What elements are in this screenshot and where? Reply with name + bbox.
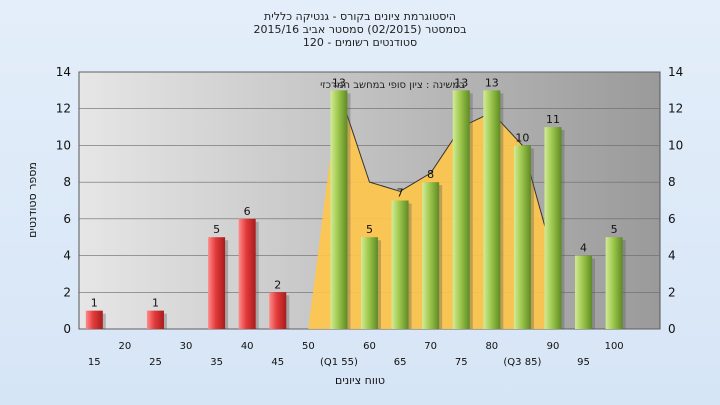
x-tick-label-upper: 30	[180, 341, 193, 352]
bar-value-label: 6	[244, 205, 251, 218]
bar	[269, 292, 287, 329]
y-tick-label-left: 4	[63, 249, 71, 263]
x-tick-label-lower: (Q1 55)	[320, 357, 358, 368]
bar	[208, 237, 226, 329]
x-tick-label-upper: 90	[547, 341, 560, 352]
y-tick-label-right: 4	[668, 249, 676, 263]
x-tick-label-lower: 45	[271, 357, 284, 368]
bar-value-label: 10	[515, 131, 529, 144]
chart-subtitle-students: סטודנטים רשומים - 120	[302, 36, 418, 49]
x-tick-label-lower: 15	[88, 357, 101, 368]
bar	[361, 237, 378, 329]
bar-value-label: 5	[366, 223, 373, 236]
area-series-edge	[338, 90, 554, 256]
x-tick-label-lower: 25	[149, 357, 162, 368]
bar	[238, 218, 256, 329]
bar-value-label: 8	[427, 168, 434, 181]
chart-subtitle-semester: בסמסטר (02/2015) סמסטר אביב 2015/16	[253, 23, 467, 36]
bar	[483, 90, 501, 329]
x-tick-label-upper: 50	[302, 341, 315, 352]
y-tick-label-left: 8	[63, 175, 71, 189]
bar	[422, 182, 440, 329]
bar-value-label: 13	[454, 76, 468, 89]
bar	[544, 127, 562, 329]
y-tick-label-right: 6	[668, 212, 676, 226]
x-tick-label-lower: 65	[394, 357, 407, 368]
y-tick-label-right: 12	[668, 102, 683, 116]
bar-value-label: 5	[611, 223, 618, 236]
y-tick-label-left: 12	[56, 102, 71, 116]
x-tick-label-upper: 20	[119, 341, 132, 352]
x-tick-label-upper: 70	[424, 341, 437, 352]
y-tick-label-left: 0	[63, 322, 71, 336]
x-tick-label-upper: 40	[241, 341, 254, 352]
x-tick-label-lower: 95	[577, 357, 590, 368]
bar-value-label: 13	[485, 76, 499, 89]
y-tick-label-left: 10	[56, 138, 71, 152]
y-tick-label-right: 8	[668, 175, 676, 189]
bar-value-label: 11	[546, 113, 560, 126]
bar	[146, 310, 164, 329]
bar	[452, 90, 470, 329]
bar-value-label: 13	[332, 76, 346, 89]
series-label: במשינה : ציון סופי במחשב המרכזי	[320, 80, 465, 91]
bar	[513, 145, 531, 329]
bar	[605, 237, 623, 329]
bar	[330, 90, 348, 329]
bar	[575, 255, 593, 329]
y-tick-label-right: 2	[668, 285, 676, 299]
x-tick-label-upper: 80	[485, 341, 498, 352]
bar	[85, 310, 103, 329]
chart-title: היסטוגרמת ציונים בקורס - גנטיקה כללית	[264, 10, 456, 23]
x-tick-label-lower: (Q3 85)	[503, 357, 541, 368]
x-tick-label-lower: 75	[455, 357, 468, 368]
bar-value-label: 4	[580, 242, 587, 255]
y-axis-title: מספר סטודנטים	[26, 162, 39, 238]
x-tick-label-lower: 35	[210, 357, 223, 368]
bar-value-label: 5	[213, 223, 220, 236]
bar-value-label: 7	[397, 187, 404, 200]
bar-value-label: 2	[274, 278, 281, 291]
x-tick-label-upper: 100	[605, 341, 624, 352]
x-tick-label-upper: 60	[363, 341, 376, 352]
y-tick-label-right: 0	[668, 322, 676, 336]
x-axis-title: טווח ציונים	[335, 374, 385, 387]
bar-value-label: 1	[91, 297, 98, 310]
y-tick-label-right: 14	[668, 65, 683, 79]
y-tick-label-left: 6	[63, 212, 71, 226]
bar-value-label: 1	[152, 297, 159, 310]
y-tick-label-left: 14	[56, 65, 71, 79]
y-tick-label-right: 10	[668, 138, 683, 152]
bar	[391, 200, 409, 329]
y-tick-label-left: 2	[63, 285, 71, 299]
